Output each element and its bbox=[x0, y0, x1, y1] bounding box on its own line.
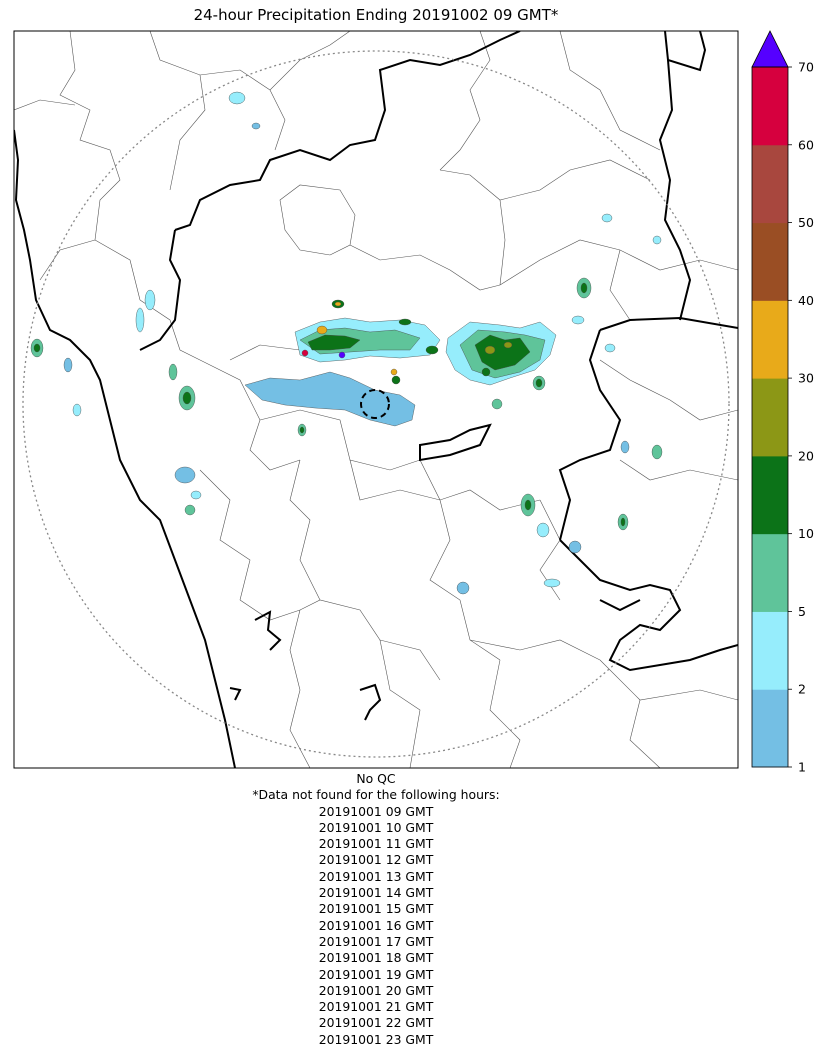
missing-hour: 20191001 21 GMT bbox=[318, 999, 434, 1015]
colorbar-tick-label: 5 bbox=[798, 604, 806, 619]
colorbar-tick-label: 1 bbox=[798, 760, 806, 775]
colorbar-segment bbox=[752, 689, 788, 768]
missing-hours-list: 20191001 09 GMT 20191001 10 GMT 20191001 1… bbox=[14, 804, 738, 1048]
colorbar-extend-arrow bbox=[751, 30, 789, 68]
missing-hour: 20191001 09 GMT bbox=[318, 803, 434, 819]
missing-hour: 20191001 16 GMT bbox=[318, 917, 434, 933]
colorbar-segment bbox=[752, 300, 788, 379]
colorbar-tick-label: 10 bbox=[798, 526, 814, 541]
radar-range-ring bbox=[22, 50, 730, 758]
colorbar-segment bbox=[752, 611, 788, 690]
radar-location-marker bbox=[360, 389, 390, 419]
missing-hour: 20191001 20 GMT bbox=[318, 982, 434, 998]
colorbar-segment bbox=[752, 378, 788, 457]
missing-hour: 20191001 13 GMT bbox=[318, 868, 434, 884]
notes-block: No QC *Data not found for the following … bbox=[14, 771, 738, 1048]
precipitation-map bbox=[13, 30, 739, 769]
colorbar-segment bbox=[752, 144, 788, 224]
colorbar-tick-label: 50 bbox=[798, 215, 814, 230]
colorbar-tick-label: 70 bbox=[798, 60, 814, 75]
qc-note: No QC bbox=[356, 771, 396, 786]
missing-hour: 20191001 22 GMT bbox=[318, 1015, 434, 1031]
colorbar-tick-label: 60 bbox=[798, 137, 814, 152]
missing-hour: 20191001 18 GMT bbox=[318, 950, 434, 966]
missing-hour: 20191001 11 GMT bbox=[318, 836, 434, 852]
missing-hour: 20191001 12 GMT bbox=[318, 852, 434, 868]
map-title: 24-hour Precipitation Ending 20191002 09… bbox=[193, 6, 559, 24]
precipitation-areas bbox=[30, 91, 663, 595]
colorbar-segment bbox=[752, 455, 788, 535]
colorbar: 1 2 5 10 20 30 40 50 60 70 bbox=[751, 30, 814, 775]
colorbar-tick-label: 2 bbox=[798, 682, 806, 697]
missing-data-header: *Data not found for the following hours: bbox=[252, 787, 500, 803]
missing-hour: 20191001 10 GMT bbox=[318, 819, 434, 835]
colorbar-segment bbox=[752, 533, 788, 612]
colorbar-segment bbox=[752, 222, 788, 301]
state-boundaries bbox=[14, 31, 738, 768]
colorbar-outline bbox=[751, 66, 789, 768]
missing-hour: 20191001 19 GMT bbox=[318, 966, 434, 982]
missing-hour: 20191001 14 GMT bbox=[318, 885, 434, 901]
missing-hour: 20191001 23 GMT bbox=[318, 1031, 434, 1047]
colorbar-segment bbox=[752, 67, 788, 146]
colorbar-tick-label: 40 bbox=[798, 293, 814, 308]
colorbar-tick-label: 30 bbox=[798, 371, 814, 386]
colorbar-tick-label: 20 bbox=[798, 448, 814, 463]
district-boundaries bbox=[14, 31, 738, 768]
map-frame bbox=[13, 30, 739, 769]
missing-hour: 20191001 17 GMT bbox=[318, 933, 434, 949]
missing-hour: 20191001 15 GMT bbox=[318, 901, 434, 917]
